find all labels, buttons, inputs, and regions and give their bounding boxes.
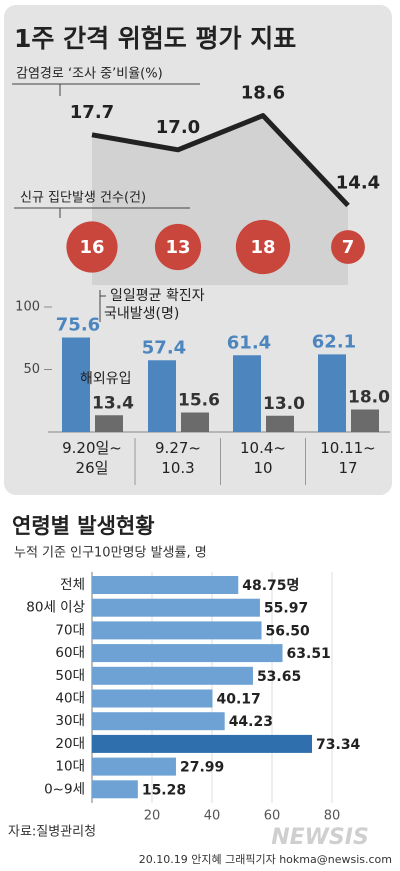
- bubble-label: 18: [250, 237, 275, 258]
- bar: [318, 354, 346, 432]
- y-tick-label: 30대: [55, 713, 85, 729]
- x-tick-label: 20: [144, 809, 161, 824]
- x-tick-label: 80: [324, 809, 341, 824]
- bar: [92, 598, 260, 617]
- x-tick-label: 10.4~ 10: [240, 439, 286, 477]
- bar: [92, 689, 213, 708]
- x-tick-label: 10.11~ 17: [320, 439, 376, 477]
- hbar-subtitle: 누적 기준 인구10만명당 발생률, 명: [14, 546, 207, 561]
- bar-label: 27.99: [180, 760, 224, 776]
- bar-label: 15.6: [178, 391, 220, 411]
- bar: [92, 666, 253, 685]
- bubble: [331, 230, 365, 264]
- bar-label: 73.34: [316, 737, 361, 753]
- x-tick-label: 9.20일~ 26일: [62, 439, 122, 477]
- bar-label: 56.50: [266, 623, 311, 639]
- y-tick-label: 60대: [55, 645, 85, 661]
- bracket: [12, 83, 200, 96]
- bubble: [66, 221, 118, 273]
- hbar-title: 연령별 발생현황: [12, 514, 155, 538]
- y-tick-label: 80세 이상: [26, 600, 85, 616]
- bubble-label: 13: [165, 237, 190, 258]
- bar-label: 48.75명: [242, 577, 299, 594]
- line-label: 17.0: [156, 117, 200, 138]
- bar: [62, 337, 90, 432]
- legend-entry: 국내발생(명): [104, 306, 179, 322]
- y-tick-label: 10대: [55, 759, 85, 775]
- bar: [266, 415, 294, 432]
- bar: [181, 412, 209, 432]
- legend-bracket: [99, 290, 106, 322]
- bar: [92, 780, 138, 799]
- legend-entry: 해외유입: [80, 371, 132, 387]
- bar-label: 15.28: [142, 782, 186, 798]
- bar-label: 61.4: [227, 332, 271, 353]
- bar-label: 13.0: [263, 394, 305, 414]
- bar: [351, 409, 379, 432]
- bar: [92, 621, 262, 640]
- bar-label: 53.65: [257, 669, 301, 685]
- y-tick-label: 전체: [60, 577, 85, 593]
- x-tick-label: 9.27~ 10.3: [155, 439, 201, 477]
- line-label: 14.4: [336, 172, 380, 193]
- bar: [92, 644, 283, 663]
- source: 자료:질병관리청: [8, 825, 96, 840]
- y-tick-label: 100: [15, 300, 40, 315]
- legend-group: 일일평균 확진자: [110, 288, 205, 304]
- bar-label: 75.6: [56, 315, 100, 336]
- bar-label: 40.17: [217, 692, 261, 708]
- y-tick-label: 70대: [55, 622, 85, 638]
- bar-label: 57.4: [142, 337, 186, 358]
- bar: [92, 757, 176, 776]
- y-tick-label: 50: [23, 362, 40, 377]
- bar: [148, 360, 176, 432]
- line-label: 18.6: [241, 83, 285, 104]
- y-tick-label: 20대: [55, 736, 85, 752]
- bar: [92, 576, 239, 594]
- line-label: 17.7: [70, 102, 114, 123]
- bar-label: 63.51: [287, 646, 331, 662]
- bubble-label: 7: [342, 237, 355, 258]
- y-tick-label: 40대: [55, 691, 85, 707]
- bracket: [14, 207, 190, 218]
- bubble-title: 신규 집단발생 건수(건): [20, 191, 146, 206]
- bubble-label: 16: [79, 237, 104, 258]
- bubble: [235, 219, 291, 275]
- y-tick-label: 50대: [55, 668, 85, 684]
- credit: 20.10.19 안지혜 그래픽기자 hokma@newsis.com: [139, 853, 392, 866]
- line-title: 감염경로 ‘조사 중’비율(%): [16, 67, 163, 82]
- x-tick-label: 40: [204, 809, 221, 824]
- y-tick-label: 0~9세: [44, 781, 85, 797]
- bar: [92, 734, 313, 753]
- watermark: NEWSIS: [271, 825, 369, 850]
- title: 1주 간격 위험도 평가 지표: [14, 24, 296, 53]
- bar: [233, 355, 261, 432]
- bubble: [154, 223, 202, 271]
- x-tick-label: 60: [264, 809, 281, 824]
- bar: [95, 415, 123, 432]
- bar-label: 13.4: [92, 393, 134, 413]
- bar-label: 18.0: [348, 388, 390, 408]
- line: [91, 113, 350, 208]
- bar-label: 44.23: [229, 714, 273, 730]
- bar: [92, 712, 225, 731]
- bar-label: 55.97: [264, 601, 308, 617]
- bar-label: 62.1: [312, 331, 356, 352]
